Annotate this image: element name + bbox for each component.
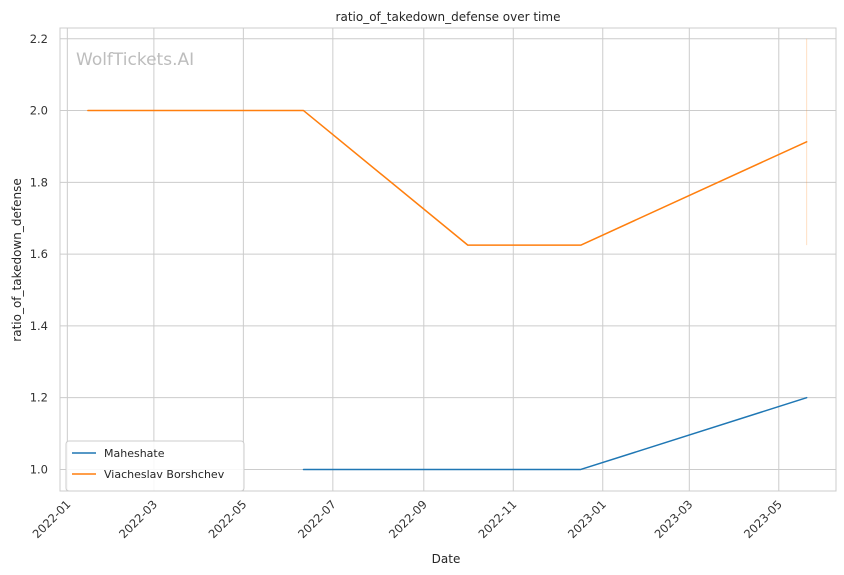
chart-title: ratio_of_takedown_defense over time [336,10,561,24]
y-tick-label: 1.0 [30,462,48,476]
watermark: WolfTickets.AI [76,50,194,70]
series-lines [87,109,808,471]
legend: Maheshate Viacheslav Borshchev [65,440,245,492]
legend-box [65,440,245,492]
legend-label: Maheshate [104,447,165,460]
plot-frame [59,27,837,492]
y-axis-title: ratio_of_takedown_defense [10,178,24,341]
series-line-maheshate [302,396,808,471]
y-tick-label: 1.4 [30,319,48,333]
y-axis-ticks: 1.0 1.2 1.4 1.6 1.8 2.0 2.2 [30,32,48,477]
y-tick-label: 1.6 [30,247,48,261]
y-tick-label: 2.0 [30,104,48,118]
legend-label: Viacheslav Borshchev [104,468,225,481]
x-axis-title: Date [432,552,461,566]
y-tick-label: 1.8 [30,175,48,189]
series-line-viacheslav-borshchev [87,109,808,246]
y-tick-label: 1.2 [30,391,48,405]
y-tick-label: 2.2 [30,32,48,46]
